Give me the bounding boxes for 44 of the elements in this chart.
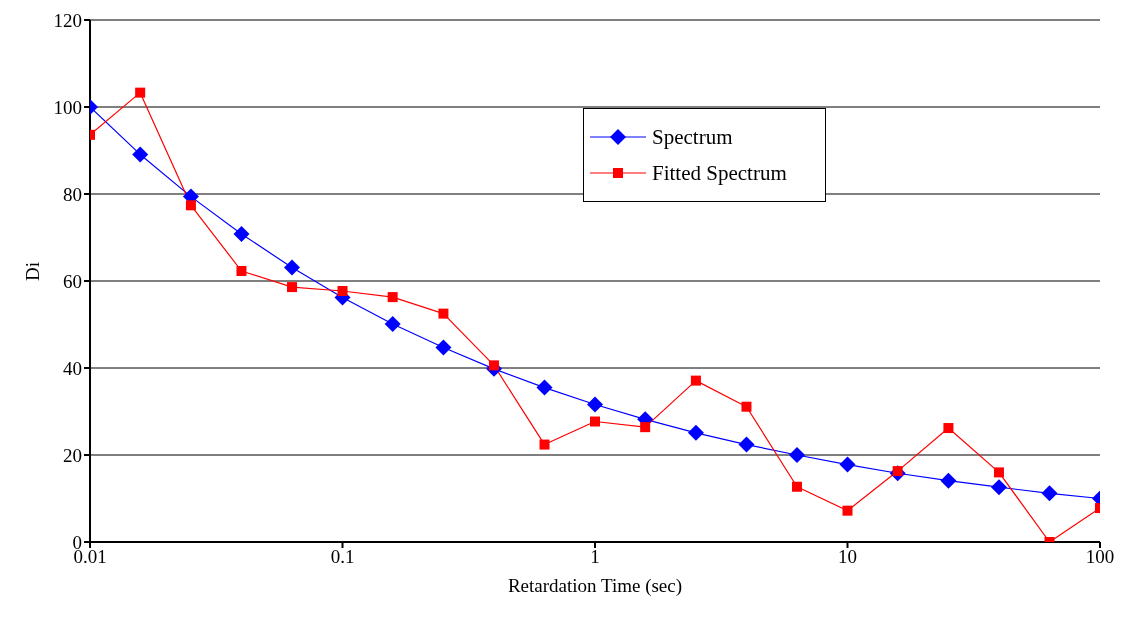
point bbox=[135, 87, 146, 98]
point bbox=[741, 401, 752, 412]
y-tick-label: 120 bbox=[53, 9, 82, 31]
point bbox=[690, 375, 701, 386]
x-tick-label: 0.1 bbox=[330, 546, 355, 568]
legend-label: Fitted Spectrum bbox=[652, 160, 787, 187]
y-tick-label: 60 bbox=[63, 270, 82, 292]
y-tick-label: 20 bbox=[63, 444, 82, 466]
y-tick-label: 80 bbox=[63, 183, 82, 205]
x-tick-label: 10 bbox=[838, 546, 857, 568]
point bbox=[185, 200, 196, 211]
point bbox=[337, 286, 348, 297]
point bbox=[792, 481, 803, 492]
point bbox=[990, 479, 1007, 496]
y-tick-label: 40 bbox=[63, 357, 82, 379]
point bbox=[387, 292, 398, 303]
point bbox=[236, 266, 247, 276]
x-tick-label: 1 bbox=[590, 546, 600, 568]
point bbox=[738, 436, 755, 453]
point bbox=[539, 439, 550, 450]
point bbox=[839, 456, 856, 473]
point bbox=[993, 467, 1004, 478]
point bbox=[1041, 485, 1058, 502]
point bbox=[438, 308, 449, 319]
point bbox=[132, 146, 149, 163]
point bbox=[687, 424, 704, 441]
point bbox=[587, 396, 603, 413]
point bbox=[842, 505, 853, 516]
point bbox=[943, 423, 954, 434]
point bbox=[536, 379, 553, 396]
point bbox=[384, 316, 401, 333]
point bbox=[435, 339, 452, 356]
legend-label: Spectrum bbox=[652, 124, 733, 151]
x-tick-label: 100 bbox=[1085, 546, 1115, 568]
point bbox=[789, 447, 806, 463]
point bbox=[590, 416, 600, 427]
point bbox=[940, 472, 957, 489]
x-axis-title: Retardation Time (sec) bbox=[507, 575, 683, 597]
y-tick-label: 100 bbox=[53, 96, 82, 118]
point bbox=[287, 282, 298, 293]
y-axis-title: Di bbox=[21, 262, 43, 281]
point bbox=[233, 226, 250, 243]
point bbox=[640, 422, 651, 433]
point bbox=[284, 259, 301, 276]
